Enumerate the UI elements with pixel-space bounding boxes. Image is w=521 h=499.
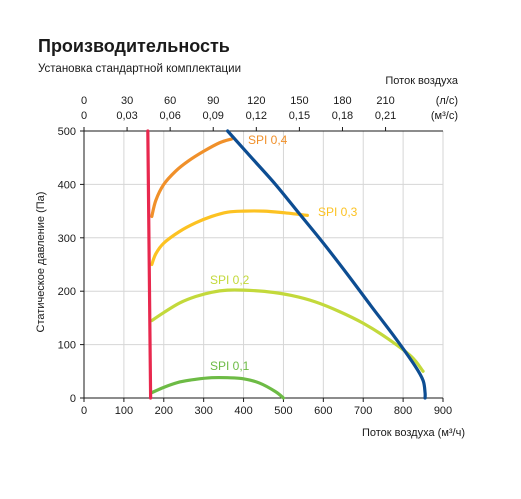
top-tick-label-ls: 180 [333, 95, 351, 107]
spi-03-curve [150, 209, 309, 267]
y-axis-title: Статическое давление (Па) [35, 192, 47, 333]
x-tick-label: 500 [274, 405, 292, 417]
x-tick-label: 0 [81, 405, 87, 417]
top-tick-label-ls: 60 [164, 95, 176, 107]
top-tick-label-ls: 0 [81, 95, 87, 107]
x-tick-label: 900 [434, 405, 452, 417]
curve-label: SPI 0,2 [210, 273, 250, 287]
top-unit-m3s: (м³/с) [431, 110, 458, 122]
spi-01-curve [150, 375, 286, 400]
x-tick-label: 100 [115, 405, 133, 417]
y-tick-label: 100 [58, 340, 76, 352]
curve-labels: SPI 0,4 SPI 0,3 SPI 0,2 SPI 0,1 [210, 133, 358, 373]
curve-label: SPI 0,4 [248, 133, 288, 147]
y-tick-label: 500 [58, 126, 76, 138]
y-tick-label: 300 [58, 233, 76, 245]
x-axis: 0 100 200 300 400 500 600 700 800 900 [81, 397, 452, 417]
top-tick-label-m3s: 0,06 [159, 110, 180, 122]
secondary-axis: 0 0 30 0,03 60 0,06 90 0,09 120 0,12 150 0,15 180 0,1… [81, 95, 458, 132]
y-tick-label: 0 [70, 393, 76, 405]
y-tick-label: 400 [58, 179, 76, 191]
curve-label: SPI 0,3 [318, 205, 358, 219]
x-tick-label: 400 [234, 405, 252, 417]
y-tick-label: 200 [58, 286, 76, 298]
top-tick-label-ls: 150 [290, 95, 308, 107]
y-axis: 0 100 200 300 400 500 [58, 126, 85, 405]
top-tick-label-ls: 30 [121, 95, 133, 107]
curves [146, 129, 427, 400]
spi-02-curve [150, 288, 425, 373]
x-tick-label: 700 [354, 405, 372, 417]
page-subtitle: Установка стандартной комплектации [38, 63, 241, 75]
top-tick-label-m3s: 0,18 [332, 110, 353, 122]
top-tick-label-m3s: 0 [81, 110, 87, 122]
x-tick-label: 800 [394, 405, 412, 417]
x-tick-label: 200 [155, 405, 173, 417]
curve-label: SPI 0,1 [210, 359, 250, 373]
top-tick-label-m3s: 0,21 [375, 110, 396, 122]
x-tick-label: 300 [194, 405, 212, 417]
top-tick-label-m3s: 0,15 [289, 110, 310, 122]
top-tick-label-m3s: 0,03 [116, 110, 137, 122]
fan-max-curve [226, 129, 427, 400]
spi-04-curve [150, 137, 234, 219]
top-tick-label-ls: 90 [207, 95, 219, 107]
x-tick-label: 600 [314, 405, 332, 417]
page-title: Производительность [38, 36, 230, 56]
x-axis-title: Поток воздуха (м³/ч) [362, 427, 465, 439]
top-tick-label-ls: 210 [376, 95, 394, 107]
min-flow-limit-line [146, 129, 153, 400]
top-unit-ls: (л/с) [436, 95, 458, 107]
top-tick-label-ls: 120 [247, 95, 265, 107]
secondary-axis-title: Поток воздуха [385, 75, 458, 87]
top-tick-label-m3s: 0,09 [203, 110, 224, 122]
top-tick-label-m3s: 0,12 [246, 110, 267, 122]
